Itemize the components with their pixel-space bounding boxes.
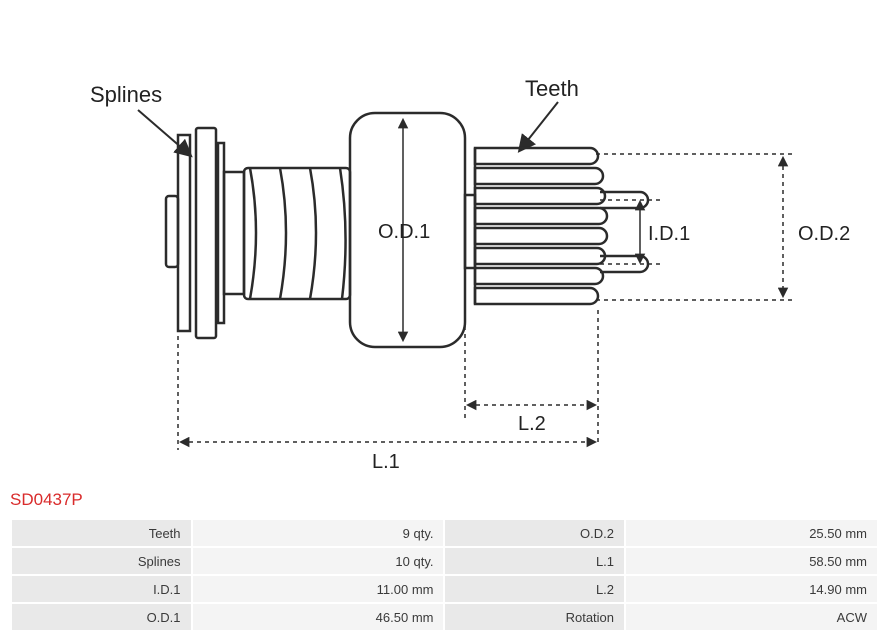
- teeth-callout-label: Teeth: [525, 76, 579, 101]
- part-number: SD0437P: [0, 490, 889, 518]
- spec-label: I.D.1: [12, 576, 191, 602]
- splines-callout-label: Splines: [90, 82, 162, 107]
- table-row: Teeth 9 qty. O.D.2 25.50 mm: [12, 520, 877, 546]
- technical-drawing: Splines Teeth: [0, 0, 889, 490]
- spec-label: Rotation: [445, 604, 624, 630]
- spec-value: 25.50 mm: [626, 520, 877, 546]
- spec-label: L.2: [445, 576, 624, 602]
- spec-label: O.D.2: [445, 520, 624, 546]
- splines-callout-arrow: [138, 110, 190, 155]
- spec-value: ACW: [626, 604, 877, 630]
- table-row: O.D.1 46.50 mm Rotation ACW: [12, 604, 877, 630]
- spec-value: 11.00 mm: [193, 576, 444, 602]
- table-row: Splines 10 qty. L.1 58.50 mm: [12, 548, 877, 574]
- table-row: I.D.1 11.00 mm L.2 14.90 mm: [12, 576, 877, 602]
- spec-value: 9 qty.: [193, 520, 444, 546]
- spec-value: 10 qty.: [193, 548, 444, 574]
- gear-teeth: [475, 148, 607, 304]
- l1-label: L.1: [372, 451, 400, 473]
- l2-label: L.2: [518, 413, 546, 435]
- spec-value: 46.50 mm: [193, 604, 444, 630]
- spec-label: L.1: [445, 548, 624, 574]
- spec-value: 58.50 mm: [626, 548, 877, 574]
- spec-label: Teeth: [12, 520, 191, 546]
- spec-table: Teeth 9 qty. O.D.2 25.50 mm Splines 10 q…: [10, 518, 879, 632]
- id1-label: I.D.1: [648, 223, 690, 245]
- teeth-callout-arrow: [520, 102, 558, 150]
- od1-label: O.D.1: [378, 221, 430, 243]
- spec-value: 14.90 mm: [626, 576, 877, 602]
- od2-label: O.D.2: [798, 223, 850, 245]
- spec-label: O.D.1: [12, 604, 191, 630]
- spec-label: Splines: [12, 548, 191, 574]
